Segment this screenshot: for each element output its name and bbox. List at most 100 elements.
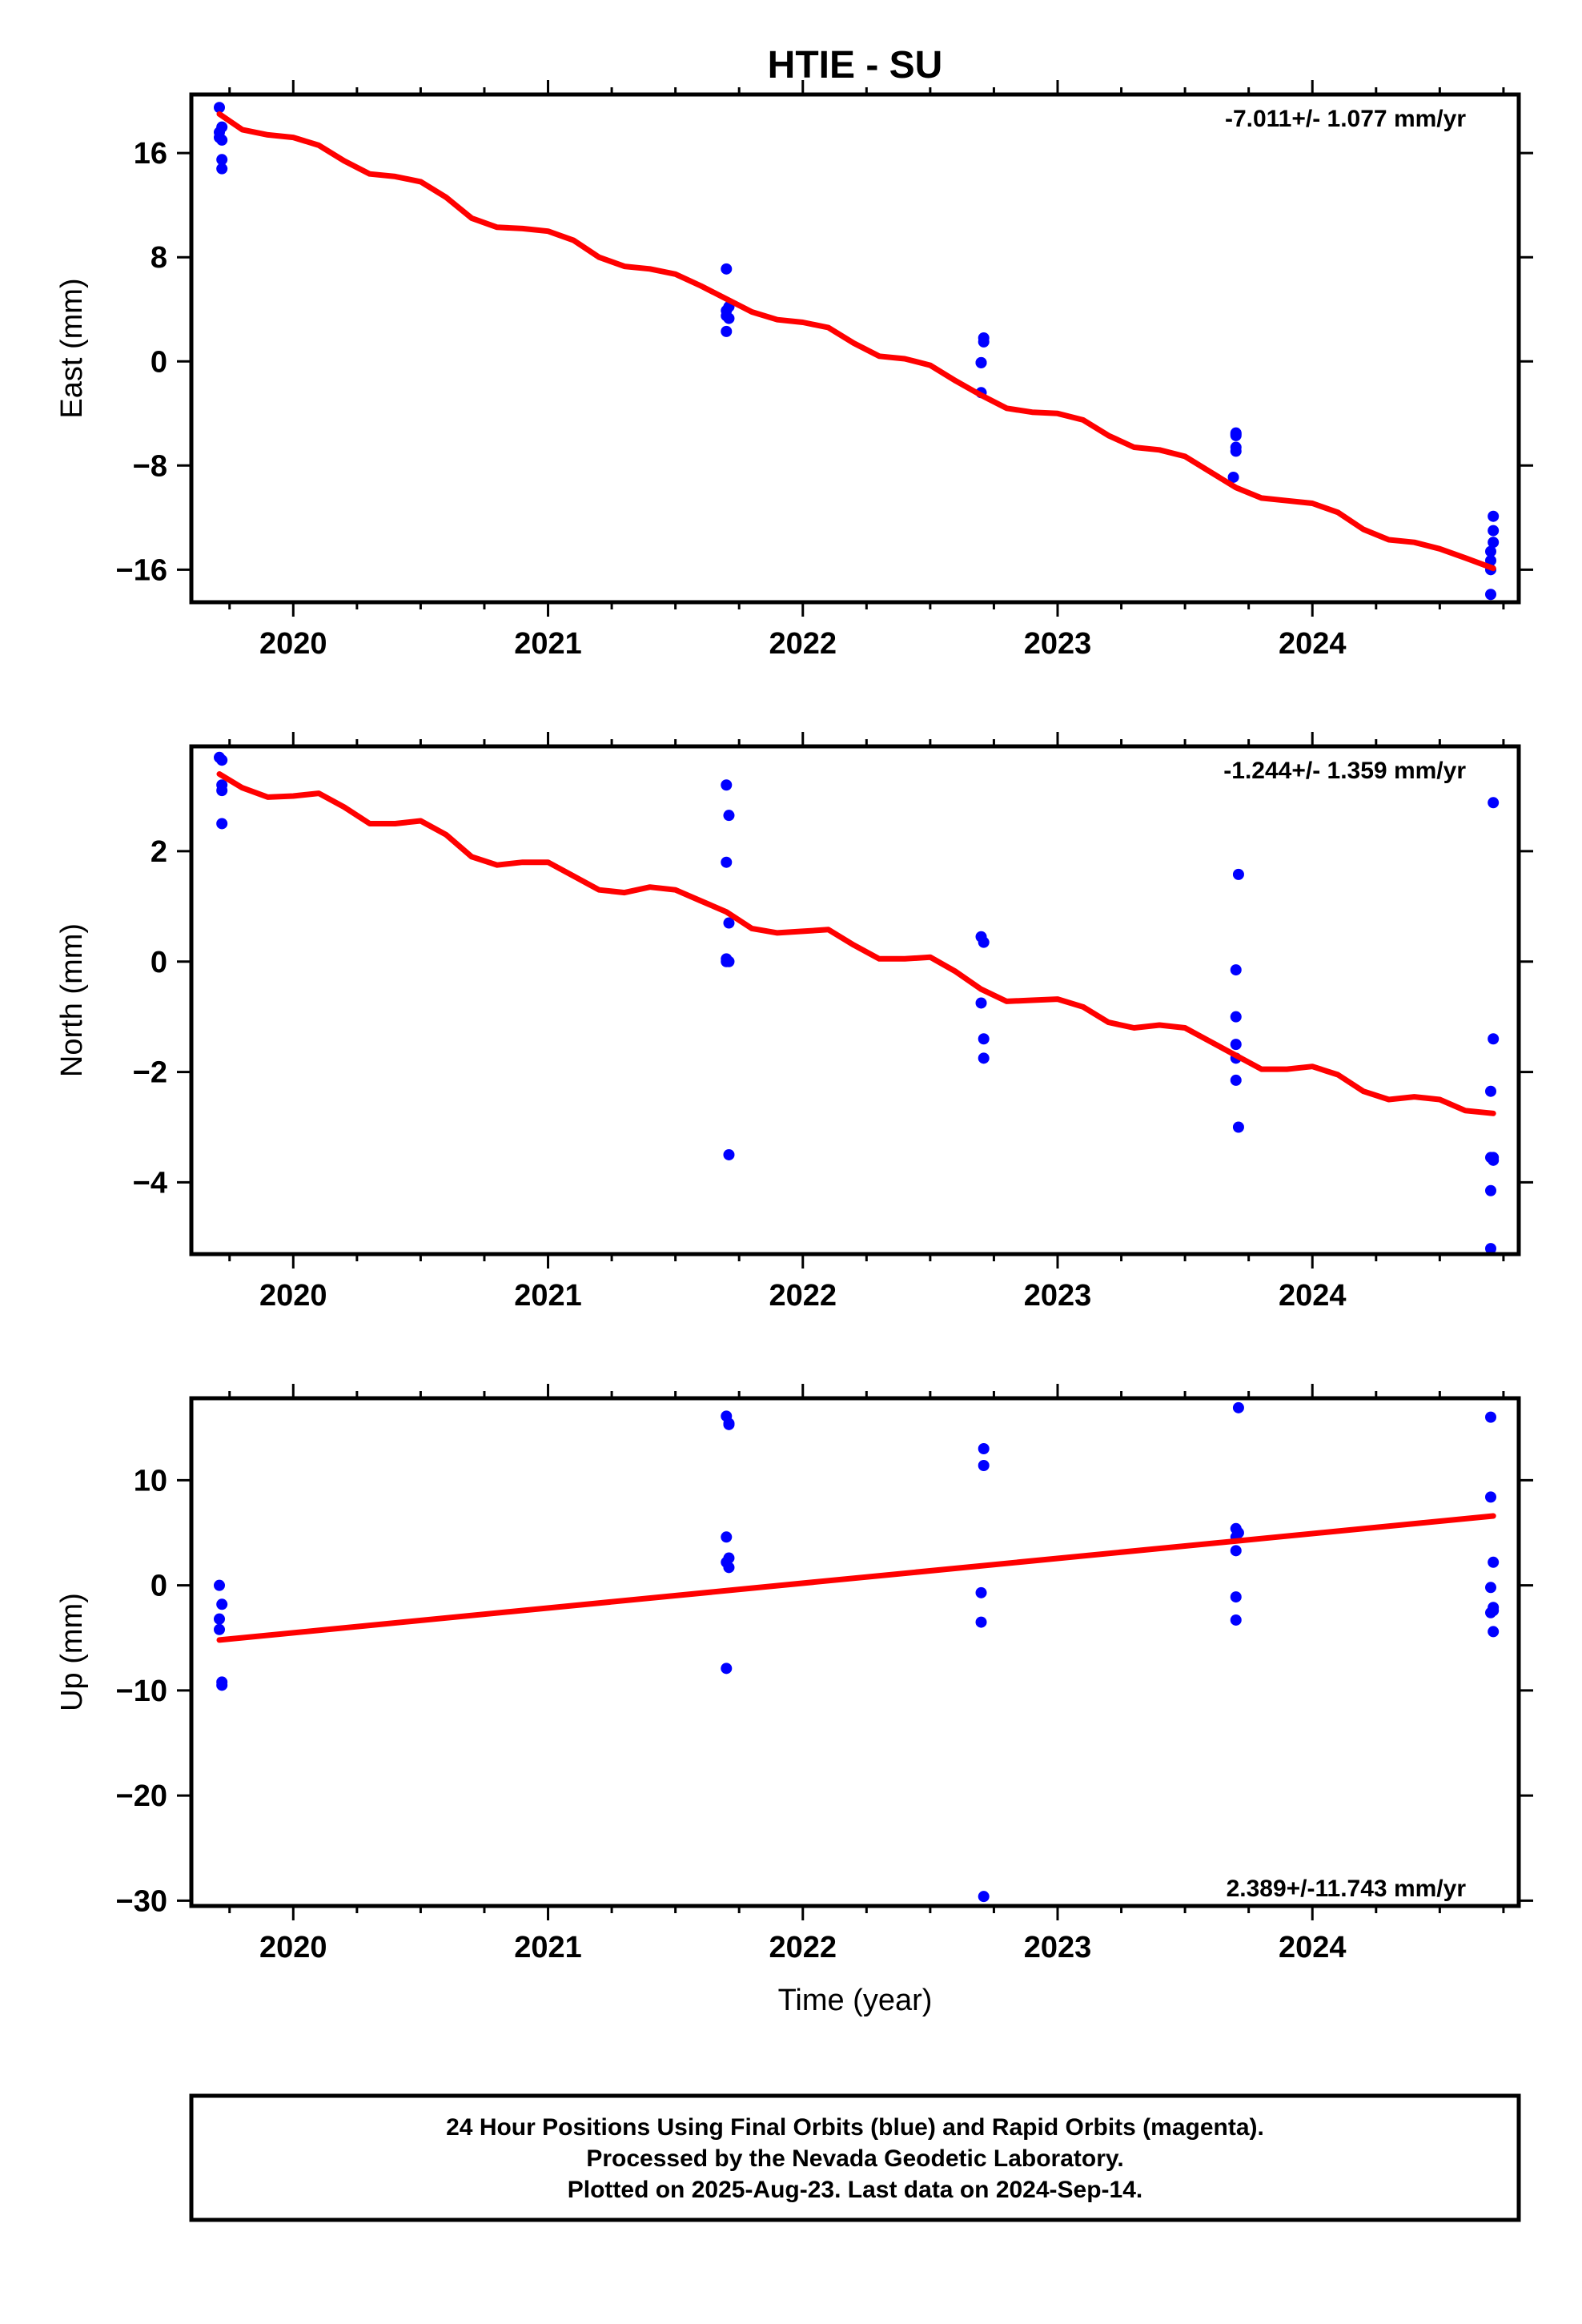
model-fit-line xyxy=(216,771,1496,1116)
y-tick-label: 16 xyxy=(134,137,167,171)
x-tick-label: 2024 xyxy=(1279,627,1347,661)
plot-frame xyxy=(189,744,1521,1256)
x-tick-label: 2020 xyxy=(259,1279,327,1313)
data-point xyxy=(214,1613,226,1625)
data-point xyxy=(978,332,990,344)
data-point xyxy=(721,1531,733,1543)
data-point xyxy=(1232,1121,1244,1133)
x-tick-label: 2024 xyxy=(1279,1931,1347,1964)
data-point xyxy=(978,1460,990,1472)
data-point xyxy=(216,818,228,830)
y-tick-label: −30 xyxy=(116,1884,167,1918)
data-point xyxy=(216,785,228,797)
data-point xyxy=(721,856,733,868)
data-point xyxy=(1230,1039,1242,1051)
data-point xyxy=(723,1552,735,1564)
plot-frame xyxy=(189,1396,1521,1908)
y-axis-label: North (mm) xyxy=(55,923,89,1077)
data-point xyxy=(978,1443,990,1455)
data-point xyxy=(723,1417,735,1429)
x-tick-label: 2022 xyxy=(769,1931,837,1964)
data-point xyxy=(1484,1582,1496,1594)
x-tick-label: 2020 xyxy=(259,627,327,661)
data-point xyxy=(1484,1411,1496,1423)
data-point xyxy=(723,810,735,822)
data-point xyxy=(216,1598,228,1610)
x-tick-label: 2021 xyxy=(514,1931,582,1964)
data-point xyxy=(723,1148,735,1160)
data-point xyxy=(975,997,987,1009)
x-axis-label: Time (year) xyxy=(778,1984,933,2017)
y-tick-label: −20 xyxy=(116,1779,167,1813)
data-point xyxy=(975,356,987,368)
data-point xyxy=(978,1033,990,1045)
data-point xyxy=(1230,1614,1242,1626)
model-fit-line xyxy=(216,1513,1496,1643)
data-point xyxy=(975,1616,987,1628)
y-tick-label: −8 xyxy=(133,449,167,483)
data-point xyxy=(1232,1401,1244,1413)
data-point xyxy=(1232,868,1244,880)
footer-line-3: Plotted on 2025-Aug-23. Last data on 202… xyxy=(568,2177,1143,2203)
y-tick-label: −10 xyxy=(116,1675,167,1708)
data-point xyxy=(1230,1011,1242,1023)
data-point xyxy=(1230,1545,1242,1557)
data-point xyxy=(721,779,733,791)
data-point xyxy=(1484,589,1496,601)
data-point xyxy=(978,1891,990,1903)
y-tick-label: 0 xyxy=(151,1570,167,1603)
y-axis-label: Up (mm) xyxy=(55,1593,89,1711)
data-point xyxy=(1230,1074,1242,1086)
data-point xyxy=(1230,964,1242,976)
data-point xyxy=(721,1663,733,1675)
x-tick-label: 2022 xyxy=(769,1279,837,1313)
data-point xyxy=(723,955,735,967)
data-point xyxy=(975,1586,987,1598)
data-point xyxy=(978,936,990,948)
x-tick-label: 2021 xyxy=(514,627,582,661)
y-tick-label: 2 xyxy=(151,835,167,869)
footer-line-1: 24 Hour Positions Using Final Orbits (bl… xyxy=(446,2114,1264,2141)
model-fit-line xyxy=(216,111,1496,572)
data-points xyxy=(214,102,1500,601)
x-tick-label: 2023 xyxy=(1024,1279,1092,1313)
data-point xyxy=(1484,1243,1496,1254)
y-axis-label: East (mm) xyxy=(55,278,89,418)
data-point xyxy=(721,263,733,275)
data-point xyxy=(216,134,228,146)
data-point xyxy=(216,121,228,133)
data-point xyxy=(723,1562,735,1574)
rate-label: -7.011+/- 1.077 mm/yr xyxy=(1225,106,1466,132)
data-point xyxy=(1232,1527,1244,1539)
data-point xyxy=(1230,441,1242,453)
data-points xyxy=(214,1401,1500,1903)
data-point xyxy=(216,163,228,175)
data-points xyxy=(214,751,1500,1254)
y-tick-label: −2 xyxy=(133,1056,167,1090)
x-tick-label: 2021 xyxy=(514,1279,582,1313)
x-tick-label: 2023 xyxy=(1024,1931,1092,1964)
data-point xyxy=(1484,1491,1496,1503)
east-panel: 2020 2021 2022 2023 2024 −16 −8 0 8 16 East (mm) -7… xyxy=(55,80,1533,661)
figure-title: HTIE - SU xyxy=(768,44,943,86)
y-tick-label: −16 xyxy=(116,553,167,587)
data-point xyxy=(1488,1605,1500,1617)
x-tick-label: 2023 xyxy=(1024,627,1092,661)
data-point xyxy=(723,917,735,929)
plot-frame xyxy=(189,92,1521,605)
data-point xyxy=(1488,525,1500,537)
x-tick-label: 2022 xyxy=(769,627,837,661)
data-point xyxy=(214,1623,226,1635)
data-point xyxy=(1488,797,1500,809)
north-panel: 2020 2021 2022 2023 2024 −4 −2 0 2 North (mm) -1.2… xyxy=(55,732,1533,1313)
data-point xyxy=(978,1052,990,1064)
rate-label: 2.389+/-11.743 mm/yr xyxy=(1227,1876,1467,1902)
data-point xyxy=(1488,537,1500,549)
data-point xyxy=(1488,1556,1500,1568)
data-point xyxy=(1488,1154,1500,1166)
y-tick-label: 10 xyxy=(134,1464,167,1498)
data-point xyxy=(216,1679,228,1691)
data-point xyxy=(1488,1626,1500,1638)
data-point xyxy=(216,754,228,766)
